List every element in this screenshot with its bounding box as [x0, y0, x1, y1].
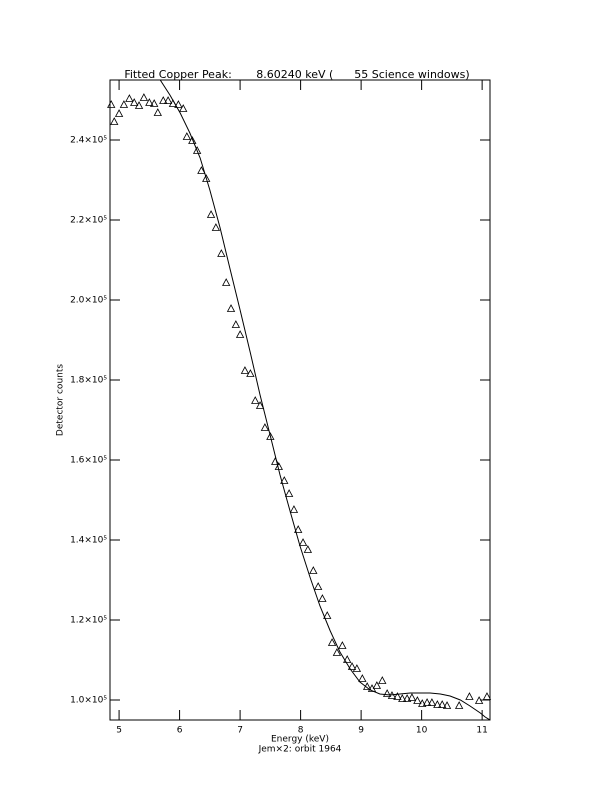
data-point: [378, 676, 387, 684]
data-point: [465, 692, 474, 700]
data-point: [343, 655, 352, 663]
data-point: [427, 698, 437, 706]
data-point: [125, 94, 134, 102]
data-point: [246, 369, 255, 377]
data-point: [174, 100, 183, 108]
data-point: [332, 648, 342, 656]
data-point: [260, 423, 270, 431]
data-point: [413, 696, 422, 704]
y-tick-label: 1.6×10⁵: [70, 456, 107, 466]
y-tick-label: 2.2×10⁵: [70, 216, 107, 226]
y-axis-label: Detector counts: [56, 364, 66, 436]
data-point: [298, 538, 308, 546]
data-point: [150, 99, 159, 107]
y-tick-label: 2.0×10⁵: [70, 296, 107, 306]
data-point: [323, 611, 332, 619]
data-point: [318, 594, 327, 602]
data-point: [352, 664, 362, 672]
subtitle: Jem×2: orbit 1964: [258, 745, 342, 755]
x-tick-label: 9: [358, 726, 364, 736]
data-point: [255, 401, 265, 409]
data-point: [338, 641, 347, 649]
data-point: [134, 101, 144, 109]
data-point: [407, 693, 417, 701]
data-point: [197, 166, 206, 174]
data-point: [222, 278, 231, 286]
data-point: [188, 136, 197, 144]
data-point: [313, 582, 323, 590]
data-point: [474, 696, 484, 704]
data-point: [454, 701, 464, 709]
data-point: [130, 98, 139, 106]
x-tick-label: 6: [177, 726, 183, 736]
data-point: [235, 330, 245, 338]
data-point: [294, 525, 303, 533]
x-tick-label: 7: [237, 726, 243, 736]
y-tick-label: 1.8×10⁵: [70, 376, 107, 386]
data-point: [266, 432, 275, 440]
data-point: [211, 223, 221, 231]
data-point: [226, 304, 236, 312]
data-point: [393, 692, 402, 700]
y-tick-label: 2.4×10⁵: [70, 136, 107, 146]
data-point: [280, 476, 289, 484]
fit-curve: [159, 80, 490, 720]
y-tick-label: 1.0×10⁵: [70, 696, 107, 706]
data-point: [438, 700, 447, 708]
data-point: [482, 692, 492, 700]
data-point: [309, 566, 318, 574]
y-tick-label: 1.4×10⁵: [70, 536, 107, 546]
data-point: [139, 93, 149, 101]
data-point: [422, 698, 432, 706]
data-point: [179, 104, 188, 112]
data-point: [289, 505, 299, 513]
y-tick-label: 1.2×10⁵: [70, 616, 107, 626]
data-point: [153, 108, 162, 116]
data-point: [442, 701, 452, 709]
data-point: [206, 210, 216, 218]
data-point: [202, 174, 211, 182]
data-point: [114, 109, 124, 117]
data-point: [418, 699, 427, 707]
x-tick-label: 8: [298, 726, 304, 736]
data-point: [217, 249, 226, 257]
data-point: [182, 132, 192, 140]
data-point: [327, 638, 337, 646]
data-point: [231, 320, 241, 328]
x-axis-label: Energy (keV): [271, 735, 329, 745]
x-tick-label: 10: [416, 726, 428, 736]
data-point: [107, 100, 116, 108]
chart-title: Fitted Copper Peak: 8.60240 keV ( 55 Sci…: [124, 68, 469, 81]
data-point: [284, 489, 294, 497]
data-point: [402, 694, 412, 702]
plot-frame: [109, 79, 491, 721]
data-point: [433, 700, 442, 708]
data-point: [358, 674, 367, 682]
data-point: [382, 689, 392, 697]
data-point: [159, 96, 168, 104]
data-point: [398, 694, 407, 702]
data-point: [110, 117, 119, 125]
data-point: [119, 100, 129, 108]
data-point: [240, 366, 250, 374]
data-point: [251, 396, 260, 404]
x-tick-label: 5: [116, 726, 122, 736]
x-tick-label: 11: [476, 726, 487, 736]
data-point: [303, 545, 313, 553]
data-point: [145, 98, 154, 106]
data-point: [192, 146, 202, 154]
data-point: [163, 96, 173, 104]
data-point: [372, 681, 382, 689]
data-point: [347, 662, 357, 670]
